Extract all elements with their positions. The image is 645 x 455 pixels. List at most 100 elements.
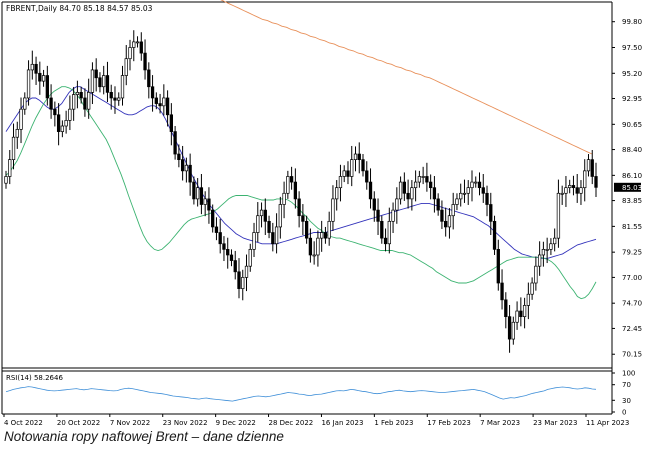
candle-body	[553, 237, 557, 245]
candle-body	[541, 249, 546, 256]
current-price-text: 85.03	[622, 184, 642, 192]
candle-body	[545, 249, 549, 251]
candle-body	[451, 204, 455, 217]
candle-body	[380, 220, 384, 239]
candle-body	[211, 209, 215, 228]
candle-body	[304, 220, 309, 239]
candle-body	[507, 316, 512, 340]
candle-body	[376, 209, 380, 222]
candle-body	[196, 187, 200, 200]
candle-body	[594, 176, 598, 188]
candle-body	[267, 220, 271, 233]
candle-body	[387, 220, 391, 245]
candle-body	[23, 97, 27, 110]
candle-body	[511, 321, 515, 340]
time-tick-label: 7 Nov 2022	[110, 419, 150, 427]
candle-body	[271, 232, 275, 245]
candle-body	[335, 187, 339, 200]
candle-body	[259, 209, 264, 217]
candle-body	[184, 164, 189, 172]
candle-body	[391, 209, 395, 222]
figure-caption: Notowania ropy naftowej Brent – dane dzi…	[4, 429, 284, 444]
rsi-tick-label: 100	[622, 370, 635, 378]
candle-body	[534, 265, 538, 284]
candle-body	[455, 198, 459, 205]
candle-body	[342, 170, 346, 177]
candle-body	[590, 159, 594, 177]
candle-body	[49, 97, 53, 110]
price-tick-label: 81.55	[622, 223, 642, 231]
candle-body	[425, 176, 429, 183]
candle-body	[87, 92, 91, 110]
candle-body	[68, 108, 72, 121]
price-tick-label: 86.10	[622, 172, 642, 180]
price-tick-label: 72.45	[622, 325, 642, 333]
candle-body	[515, 310, 519, 323]
candle-body	[571, 185, 576, 189]
candle-body	[41, 75, 46, 82]
rsi-tick-label: 0	[622, 409, 626, 417]
candle-body	[94, 69, 98, 79]
candle-body	[263, 209, 267, 222]
candle-body	[169, 114, 174, 132]
price-tick-label: 83.85	[622, 197, 642, 205]
candle-body	[428, 181, 433, 189]
time-tick-label: 17 Feb 2023	[427, 419, 471, 427]
candle-body	[8, 159, 12, 177]
candle-body	[350, 159, 354, 177]
candle-body	[75, 92, 80, 95]
candle-body	[15, 129, 19, 138]
candle-body	[353, 153, 358, 160]
time-tick-label: 11 Apr 2023	[586, 419, 629, 427]
candle-body	[327, 220, 331, 239]
candle-body	[560, 192, 564, 195]
candle-body	[56, 114, 61, 132]
candle-body	[274, 226, 279, 245]
candle-body	[496, 249, 500, 284]
time-tick-label: 28 Dec 2022	[269, 419, 314, 427]
candle-body	[485, 192, 489, 205]
price-tick-label: 92.95	[622, 95, 642, 103]
candle-body	[207, 198, 211, 211]
candle-body	[568, 185, 572, 189]
candle-body	[477, 181, 482, 189]
candle-body	[293, 181, 298, 200]
header-separator: ,	[36, 4, 38, 13]
ma-mid-layer	[5, 86, 597, 259]
candle-body	[549, 243, 553, 250]
candle-body	[489, 204, 493, 222]
candle-body	[248, 249, 252, 267]
candle-body	[244, 265, 249, 278]
time-tick-label: 4 Oct 2022	[4, 419, 43, 427]
candle-body	[564, 187, 568, 194]
rsi-series-line	[5, 386, 597, 402]
price-tick-label: 77.00	[622, 274, 642, 282]
candle-body	[331, 198, 335, 222]
candle-body	[109, 92, 113, 99]
candle-body	[233, 260, 237, 273]
price-tick-label: 97.50	[622, 44, 642, 52]
candle-body	[417, 176, 422, 183]
candle-body	[143, 52, 147, 71]
rsi-axis-ticks: 100 70 30 0	[612, 370, 635, 417]
candle-body	[71, 94, 76, 110]
candle-body	[132, 41, 136, 48]
candle-body	[410, 187, 414, 200]
candle-body	[323, 232, 328, 239]
candle-body	[222, 243, 226, 250]
candle-body	[218, 232, 222, 245]
candle-body	[440, 209, 444, 222]
time-tick-label: 16 Jan 2023	[321, 419, 363, 427]
candle-body	[308, 237, 313, 256]
candle-body	[83, 97, 87, 110]
candle-body	[120, 75, 125, 99]
ohlc-text: 84.70 85.18 84.57 85.03	[59, 4, 152, 13]
candle-body	[203, 198, 207, 205]
candle-body	[466, 187, 470, 194]
candle-body	[38, 72, 42, 82]
price-tick-label: 70.15	[622, 351, 642, 359]
candle-body	[278, 204, 282, 228]
candle-body	[128, 47, 132, 60]
candle-body	[530, 282, 534, 295]
